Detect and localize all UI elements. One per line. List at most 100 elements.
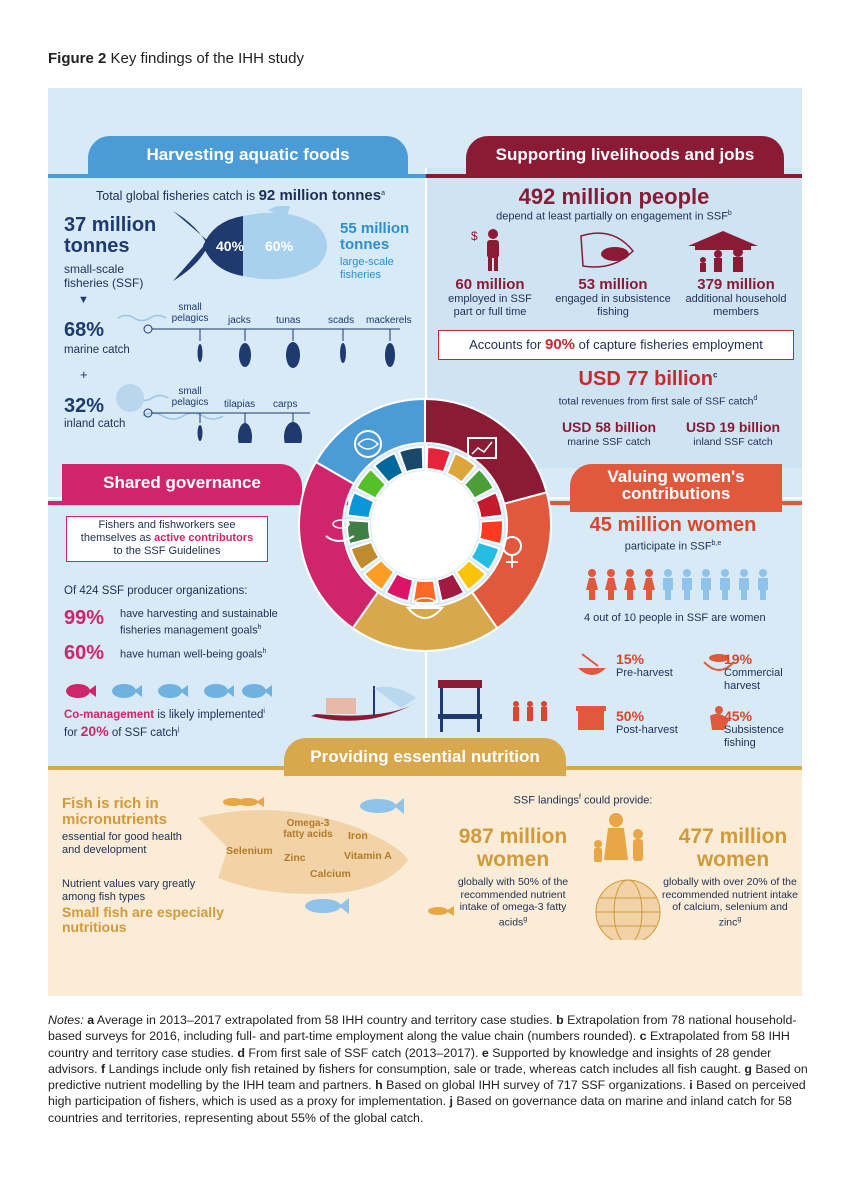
omega3-women-desc: globally with 50% of the recommended nut… xyxy=(457,876,569,928)
species-marine-0: small pelagics xyxy=(171,302,209,324)
man-icon xyxy=(720,569,730,600)
woman-icon xyxy=(586,569,598,600)
sdg-wheel-segment xyxy=(474,491,504,520)
species-marine-3: scads xyxy=(328,315,355,326)
livelihood-icons: $ xyxy=(471,229,758,272)
pct-99: 99% xyxy=(64,607,105,629)
micronutrients-title: Fish is rich in micronutrients xyxy=(62,795,168,828)
note-item: i Based on perceived high participation … xyxy=(48,1078,806,1109)
inland-revenue: USD 19 billion xyxy=(685,419,781,435)
nutrient-iron: Iron xyxy=(348,830,368,842)
ssf-tonnes: 37 million tonnes xyxy=(64,214,157,257)
sdg-wheel-segment xyxy=(469,540,501,572)
species-inland-1: tilapias xyxy=(224,399,256,410)
commercial-label: Commercial harvest xyxy=(724,667,783,692)
nutrient-vary: Nutrient values vary greatly among fish … xyxy=(62,878,196,903)
governance-heading: Shared governance xyxy=(62,464,302,502)
nutrition-heading: Providing essential nutrition xyxy=(284,738,566,776)
post-harvest-pct: 50% xyxy=(616,708,645,724)
lsf-label: large-scale fisheries xyxy=(340,256,394,281)
inland-revenue-desc: inland SSF catch xyxy=(693,436,773,448)
women-rule xyxy=(508,501,802,505)
species-marine-4: mackerels xyxy=(366,315,412,326)
nutrient-vitamin-a: Vitamin A xyxy=(344,850,392,862)
sdg-wheel-segment xyxy=(462,467,496,500)
sdg-wheel-segment xyxy=(397,446,425,474)
orgs-label: Of 424 SSF producer organizations: xyxy=(64,585,248,597)
total-catch: Total global fisheries catch is 92 milli… xyxy=(96,187,386,204)
man-icon xyxy=(758,569,768,600)
central-sdg-ring xyxy=(298,397,552,652)
sdg-wheel-segment xyxy=(346,519,372,546)
people-desc: depend at least partially on engagement … xyxy=(496,210,732,223)
market-stall-illustration xyxy=(438,680,547,732)
inland-label: inland catch xyxy=(64,418,126,430)
employed-desc: employed in SSF part or full time xyxy=(448,293,532,318)
svg-text:$: $ xyxy=(471,229,478,243)
species-marine-1: jacks xyxy=(228,315,251,326)
revenue-desc: total revenues from first sale of SSF ca… xyxy=(558,395,758,408)
ring-governance-segment xyxy=(298,460,380,630)
note-item: j Based on governance data on marine and… xyxy=(48,1094,792,1125)
species-inland-0: small pelagics xyxy=(171,386,209,408)
hand-fish-icon xyxy=(325,519,355,542)
sdg-wheel-segment xyxy=(478,519,504,546)
ring-center xyxy=(371,471,479,579)
nutrient-omega3: Omega-3 fatty acids xyxy=(283,818,333,840)
harvest-rule xyxy=(48,174,426,178)
calcium-women-value: 477 million women xyxy=(678,825,788,871)
nutrient-zinc: Zinc xyxy=(284,852,306,864)
sdg-wheel-segment xyxy=(346,491,376,520)
marine-label: marine catch xyxy=(64,344,130,356)
gender-icon xyxy=(502,536,522,568)
people-value: 492 million people xyxy=(518,184,710,209)
pct-99-desc: have harvesting and sustainable fisherie… xyxy=(120,608,278,637)
livelihoods-rule xyxy=(426,174,802,178)
micronutrients-desc: essential for good health and developmen… xyxy=(62,831,182,856)
sdg-wheel-segment xyxy=(372,451,405,484)
fish-ratio-icons xyxy=(66,684,272,698)
note-item: h Based on global IHH survey of 717 SSF … xyxy=(375,1078,686,1093)
sdg-wheel-segment xyxy=(411,579,439,604)
sdg-wheel-segment xyxy=(425,446,453,474)
infographic-panel: Harvesting aquatic foods Total global fi… xyxy=(48,88,802,996)
small-fish-icons xyxy=(238,797,454,916)
nutrient-selenium: Selenium xyxy=(226,845,273,857)
sdg-wheel-segment xyxy=(384,572,415,603)
marine-revenue: USD 58 billion xyxy=(561,419,657,435)
calcium-women-desc: globally with over 20% of the recommende… xyxy=(662,876,798,928)
man-icon xyxy=(739,569,749,600)
lsf-tonnes: 55 million tonnes xyxy=(340,220,410,253)
sdg-wheel-segment xyxy=(354,467,388,500)
commercial-pct: 19% xyxy=(724,651,753,667)
harvest-heading: Harvesting aquatic foods xyxy=(88,136,408,174)
co-management-line2: for 20% of SSF catchj xyxy=(64,723,180,739)
marine-revenue-desc: marine SSF catch xyxy=(567,436,651,448)
co-management-line1: Co-management is likely implementedi xyxy=(64,708,265,721)
species-connectors xyxy=(143,324,400,443)
species-marine-2: tunas xyxy=(276,315,301,326)
plus-sign: + xyxy=(80,367,88,382)
note-item: f Landings include only fish retained by… xyxy=(101,1061,741,1076)
governance-rule xyxy=(48,501,348,505)
note-item: c Extrapolated from 58 IHH country and t… xyxy=(48,1029,790,1060)
figure-notes: Notes: a Average in 2013–2017 extrapolat… xyxy=(48,1013,808,1125)
livelihoods-heading: Supporting livelihoods and jobs xyxy=(466,136,784,174)
nutrition-panel xyxy=(48,768,802,996)
pct-60-desc: have human well-being goalsh xyxy=(120,648,267,661)
note-item: b Extrapolation from 78 national househo… xyxy=(48,1013,797,1044)
boat-illustration xyxy=(311,686,416,721)
nutrient-calcium: Calcium xyxy=(310,868,351,880)
note-item: e Supported by knowledge and insights of… xyxy=(48,1045,772,1076)
woman-icon xyxy=(624,569,636,600)
down-arrow-icon: ▼ xyxy=(78,294,89,306)
contributors-box: Fishers and fishworkers see themselves a… xyxy=(66,516,268,562)
nutrition-rule xyxy=(48,766,802,770)
employment-share-box: Accounts for 90% of capture fisheries em… xyxy=(438,330,794,360)
nutrient-fish xyxy=(198,798,408,894)
man-icon xyxy=(701,569,711,600)
subsistence-value: 53 million xyxy=(578,276,648,293)
sdg-wheel-segment xyxy=(454,558,488,592)
subsistence-desc: engaged in subsistence fishing xyxy=(555,293,671,318)
sdg-wheel-segment xyxy=(445,451,478,484)
